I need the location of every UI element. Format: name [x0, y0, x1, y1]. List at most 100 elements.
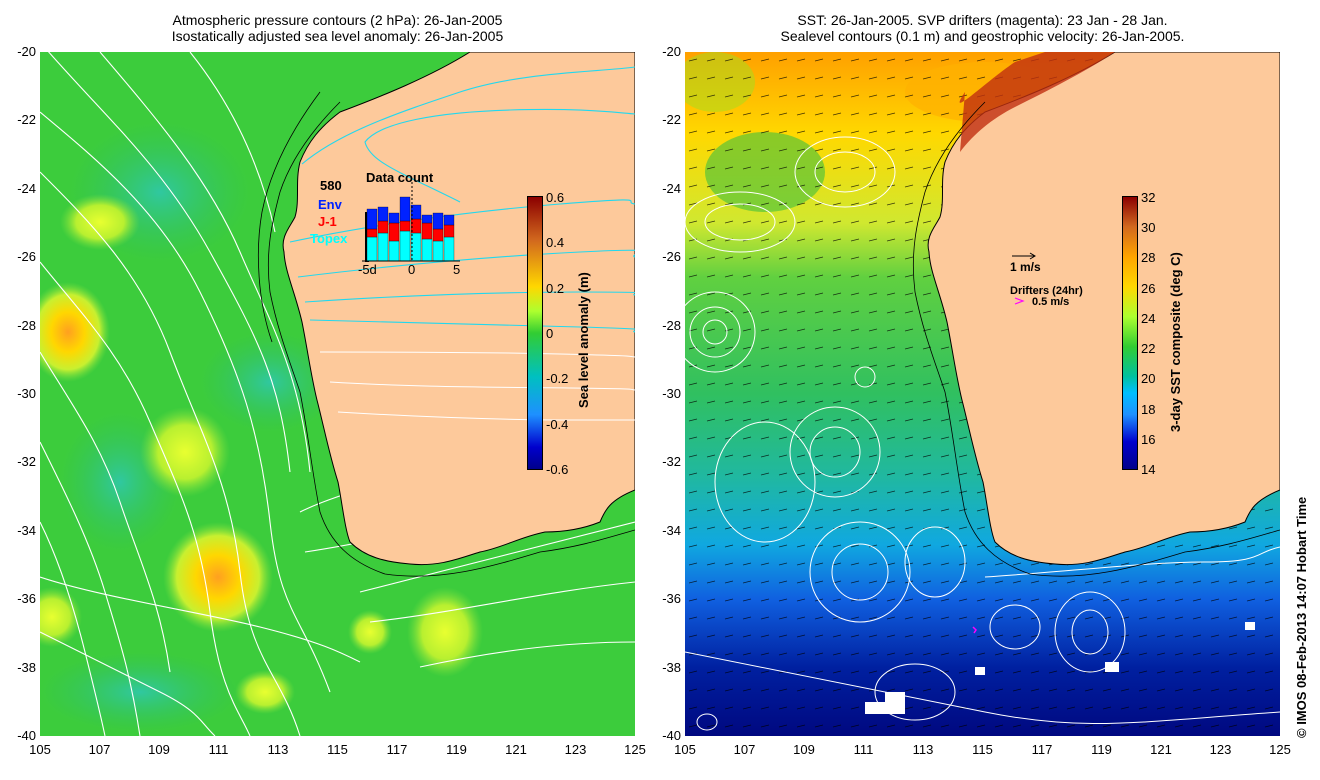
- pressure-contour-line: [189, 52, 276, 233]
- imos-credit: © IMOS 08-Feb-2013 14:07 Hobart Time: [1294, 496, 1309, 738]
- sea-level-contour: [904, 526, 966, 598]
- sea-level-contour: [809, 426, 861, 478]
- overland-contour: [309, 319, 635, 333]
- inset-bar-segment: [432, 240, 444, 262]
- right-y-tick-label: -24: [662, 180, 681, 196]
- left-x-tick-label: 123: [564, 742, 587, 757]
- sea-level-contour: [794, 136, 896, 208]
- left-y-tick-label: -24: [17, 180, 36, 196]
- inset-bar-segment: [443, 214, 455, 226]
- right-y-tick-label: -20: [662, 44, 681, 59]
- cloud-patch: [865, 702, 905, 714]
- right-x-tick-label: 109: [793, 742, 815, 757]
- left-y-tick-label: -26: [17, 249, 36, 265]
- inset-bar-segment: [399, 220, 411, 232]
- inset-bar-segment: [377, 232, 389, 262]
- isobath-line: [267, 101, 635, 577]
- cyan-anomaly-region: [200, 332, 340, 432]
- right-x-tick-label: 111: [853, 742, 874, 757]
- inset-series-topex: Topex: [310, 231, 348, 246]
- right-x-tick-label: 105: [674, 742, 696, 757]
- positive-anomaly-eddy: [60, 194, 140, 250]
- colorbar-tick-label: 30: [1141, 220, 1156, 236]
- pressure-contour-line: [99, 52, 311, 473]
- right-x-tick-label: 115: [972, 742, 993, 757]
- inset-series-j1: J-1: [318, 214, 337, 229]
- right-y-tick-label: -30: [662, 386, 681, 401]
- isobath-line: [912, 101, 1280, 577]
- sea-level-contour: [854, 366, 876, 388]
- right-y-tick-label: -40: [662, 728, 681, 743]
- isobath-lines: [912, 101, 1280, 577]
- positive-anomaly-eddy: [140, 407, 230, 497]
- inset-bar-segment: [432, 228, 444, 242]
- left-y-tick-label: -20: [17, 44, 36, 59]
- right-x-tick-label: 119: [1091, 742, 1112, 757]
- left-y-tick-label: -34: [17, 522, 36, 538]
- sea-level-contour: [696, 713, 718, 731]
- inset-bar-segment: [388, 222, 400, 242]
- sea-level-contour: [989, 604, 1041, 650]
- left-y-tick-label: -28: [17, 317, 36, 333]
- pressure-contour-line: [40, 521, 106, 736]
- positive-anomaly-eddy: [163, 522, 273, 632]
- colorbar-tick-label: 20: [1141, 371, 1156, 387]
- inset-series-env: Env: [318, 197, 342, 212]
- sst-colorbar-label: 3-day SST composite (deg C): [1168, 252, 1183, 432]
- sea-level-contour: [789, 406, 881, 498]
- left-y-tick-label: -22: [17, 112, 36, 128]
- inset-bar-segment: [399, 230, 411, 262]
- pressure-contour-line: [419, 641, 635, 668]
- inset-bar-segment: [366, 236, 378, 262]
- inset-bars: [366, 196, 455, 262]
- colorbar-tick-label: 24: [1141, 310, 1156, 326]
- colorbar-tick-label: 16: [1141, 431, 1156, 447]
- inset-bar-segment: [377, 220, 389, 234]
- inset-bar-segment: [432, 212, 444, 230]
- inset-xtick: 5: [453, 262, 461, 277]
- colorbar-tick-label: 28: [1141, 250, 1156, 266]
- left-x-tick-label: 121: [505, 742, 527, 757]
- sea-level-colorbar: [527, 196, 543, 470]
- left-x-tick-label: 109: [148, 742, 170, 757]
- right-y-tick-label: -26: [662, 249, 681, 265]
- left-x-tick-label: 107: [88, 742, 111, 757]
- drifters-speed-label: 0.5 m/s: [1032, 296, 1070, 308]
- inset-bar-segment: [410, 204, 422, 220]
- sea-level-colorbar-label: Sea level anomaly (m): [576, 272, 591, 408]
- sst-map-svg: [685, 52, 1280, 736]
- inset-bar-segment: [388, 212, 400, 224]
- inset-xtick: -5d: [358, 262, 377, 277]
- sea-level-contour: [814, 151, 876, 193]
- inset-bar-segment: [377, 206, 389, 222]
- australia-land: [927, 52, 1280, 566]
- australia-land: [282, 52, 635, 566]
- positive-anomaly-eddy: [40, 282, 110, 382]
- pressure-contour-line: [47, 52, 291, 473]
- right-y-tick-label: -34: [662, 522, 681, 538]
- inset-max-count: 580: [320, 178, 342, 193]
- pressure-contour-line: [40, 351, 171, 673]
- colorbar-tick-label: -0.4: [546, 416, 569, 432]
- data-count-inset: [362, 182, 460, 262]
- right-y-tick-label: -38: [662, 659, 681, 675]
- right-x-tick-label: 107: [733, 742, 756, 757]
- overland-contour: [364, 108, 635, 203]
- overland-contour: [329, 381, 635, 391]
- overland-pressure-contours: [289, 66, 635, 333]
- colorbar-tick-label: 18: [1141, 401, 1156, 417]
- left-x-tick-label: 119: [446, 742, 467, 757]
- overland-contour: [304, 291, 635, 303]
- left-x-tick-label: 115: [327, 742, 348, 757]
- pressure-contour-line: [40, 631, 216, 736]
- sea-level-contour: [984, 546, 1280, 578]
- right-x-tick-label: 121: [1150, 742, 1172, 757]
- left-x-tick-label: 117: [386, 742, 408, 757]
- overland-contour: [301, 66, 635, 165]
- sea-level-contour: [685, 651, 1280, 725]
- colorbar-tick-label: 26: [1141, 280, 1156, 296]
- colorbar-tick-label: 0.2: [546, 280, 565, 296]
- left-y-tick-label: -36: [17, 591, 36, 607]
- pressure-contour-line: [40, 171, 301, 736]
- cyan-anomaly-region: [40, 652, 240, 732]
